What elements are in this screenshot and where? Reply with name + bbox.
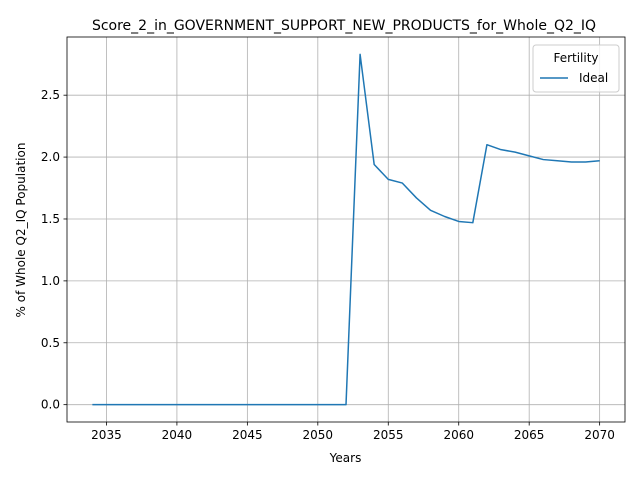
series-line-ideal — [92, 53, 600, 406]
y-tick-label: 0.0 — [41, 398, 60, 412]
x-tick-label: 2035 — [91, 428, 122, 442]
y-axis-label: % of Whole Q2_IQ Population — [14, 143, 28, 318]
legend-title: Fertility — [553, 51, 598, 65]
x-tick-label: 2060 — [443, 428, 474, 442]
x-tick-label: 2050 — [303, 428, 334, 442]
y-tick-label: 2.0 — [41, 150, 60, 164]
series-lines — [92, 53, 600, 406]
plot-area-frame — [66, 36, 626, 423]
x-tick-label: 2055 — [373, 428, 404, 442]
x-axis-label: Years — [329, 451, 362, 465]
x-tick-label: 2040 — [162, 428, 193, 442]
legend-box — [532, 44, 620, 93]
y-tick-label: 2.5 — [41, 88, 60, 102]
axis-ticks: 2035 2040 2045 2050 2055 2060 2065 2070 0.0 0.5 1.… — [41, 88, 615, 442]
legend-label-ideal: Ideal — [579, 71, 608, 85]
y-tick-label: 0.5 — [41, 336, 60, 350]
legend: Fertility Ideal — [532, 44, 620, 93]
y-tick-label: 1.5 — [41, 212, 60, 226]
chart-title: Score_2_in_GOVERNMENT_SUPPORT_NEW_PRODUC… — [92, 18, 596, 34]
y-tick-label: 1.0 — [41, 274, 60, 288]
grid-lines — [67, 37, 625, 422]
x-tick-label: 2045 — [232, 428, 263, 442]
x-tick-label: 2070 — [584, 428, 615, 442]
x-tick-label: 2065 — [514, 428, 545, 442]
